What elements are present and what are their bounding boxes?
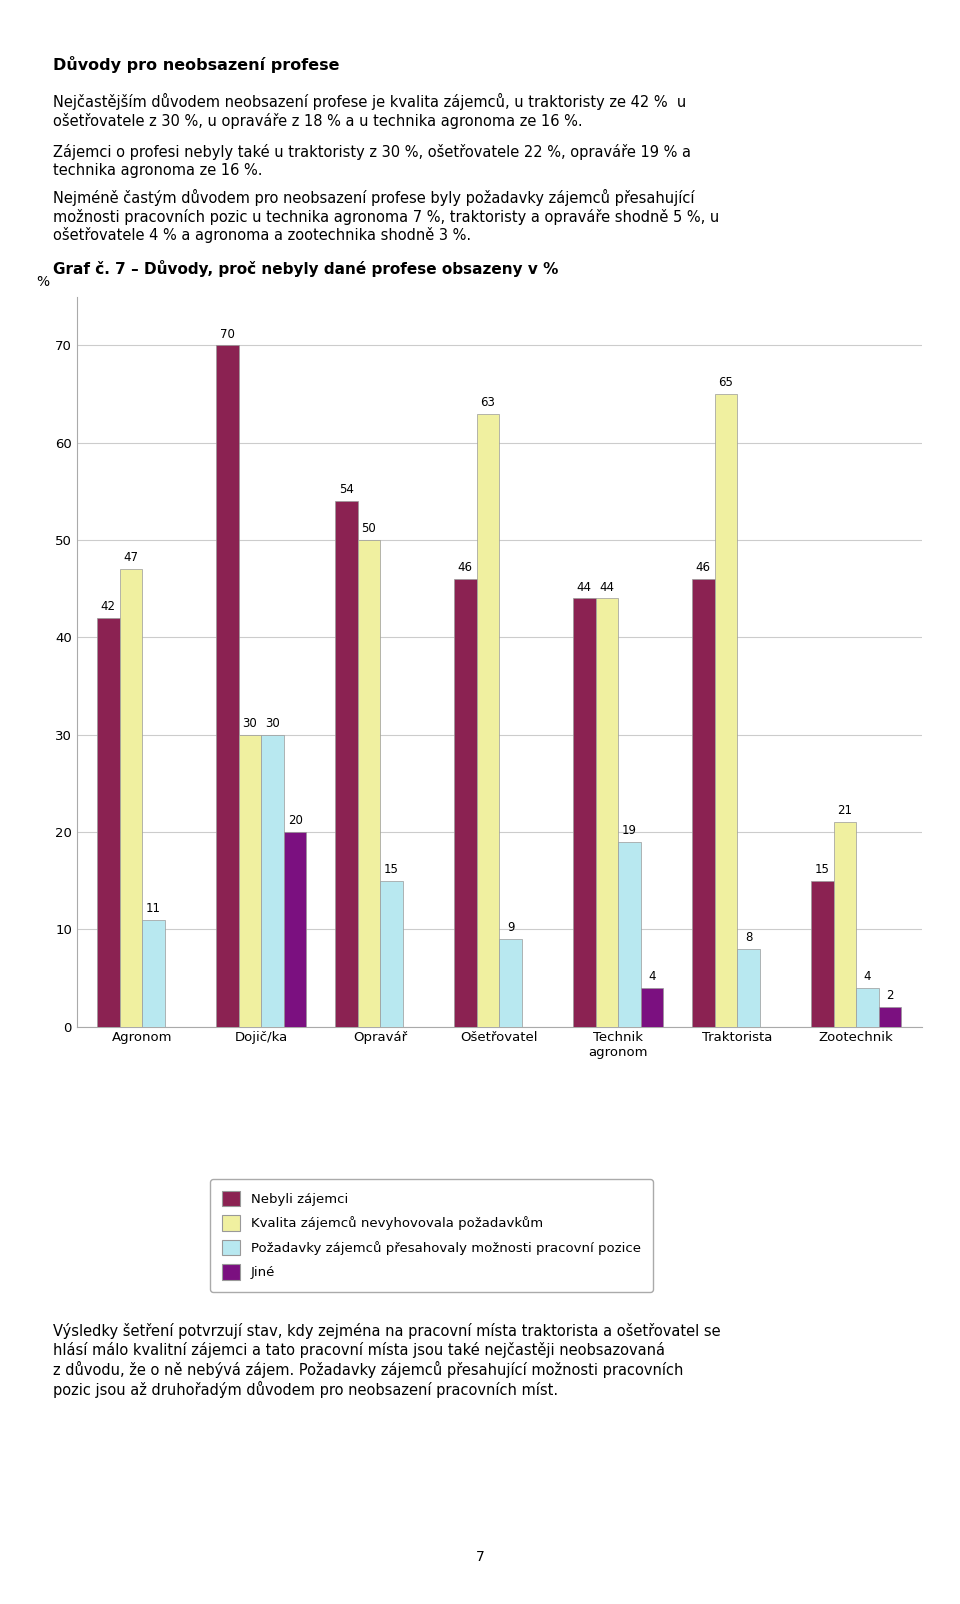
Bar xyxy=(239,735,261,1027)
Bar xyxy=(380,881,403,1027)
Bar xyxy=(261,735,284,1027)
Text: 70: 70 xyxy=(220,327,235,340)
Bar xyxy=(476,414,499,1027)
Text: 20: 20 xyxy=(288,815,302,828)
Text: 15: 15 xyxy=(384,863,399,876)
Text: 4: 4 xyxy=(864,970,872,983)
Bar xyxy=(499,938,522,1027)
Text: 42: 42 xyxy=(101,600,116,613)
Text: 15: 15 xyxy=(815,863,829,876)
Text: 46: 46 xyxy=(458,561,472,574)
Bar xyxy=(618,842,640,1027)
Text: Nejméně častým důvodem pro neobsazení profese byly požadavky zájemců přesahující: Nejméně častým důvodem pro neobsazení pr… xyxy=(53,189,719,244)
Bar xyxy=(573,598,595,1027)
Text: 54: 54 xyxy=(339,483,353,496)
Text: Nejčastějším důvodem neobsazení profese je kvalita zájemců, u traktoristy ze 42 : Nejčastějším důvodem neobsazení profese … xyxy=(53,93,686,128)
Bar xyxy=(454,579,476,1027)
Legend: Nebyli zájemci, Kvalita zájemců nevyhovovala požadavkům, Požadavky zájemců přesa: Nebyli zájemci, Kvalita zájemců nevyhovo… xyxy=(210,1179,653,1291)
Bar xyxy=(692,579,714,1027)
Text: 9: 9 xyxy=(507,921,515,934)
Text: 46: 46 xyxy=(696,561,710,574)
Bar xyxy=(811,881,833,1027)
Bar xyxy=(216,345,239,1027)
Text: 30: 30 xyxy=(243,717,257,730)
Text: 30: 30 xyxy=(265,717,280,730)
Bar xyxy=(142,919,165,1027)
Bar xyxy=(120,569,142,1027)
Y-axis label: %: % xyxy=(36,274,50,289)
Text: 44: 44 xyxy=(577,581,591,593)
Text: 2: 2 xyxy=(886,990,894,1002)
Text: 47: 47 xyxy=(124,552,138,565)
Text: 8: 8 xyxy=(745,930,753,943)
Bar xyxy=(737,948,759,1027)
Bar xyxy=(335,500,358,1027)
Text: 65: 65 xyxy=(718,377,733,390)
Text: 7: 7 xyxy=(475,1549,485,1564)
Text: Graf č. 7 – Důvody, proč nebyly dané profese obsazeny v %: Graf č. 7 – Důvody, proč nebyly dané pro… xyxy=(53,260,558,277)
Text: 4: 4 xyxy=(648,970,656,983)
Text: 50: 50 xyxy=(362,523,376,536)
Text: 44: 44 xyxy=(599,581,614,593)
Bar xyxy=(284,832,306,1027)
Bar xyxy=(640,988,663,1027)
Bar xyxy=(358,541,380,1027)
Bar xyxy=(833,823,856,1027)
Text: 63: 63 xyxy=(480,396,495,409)
Bar xyxy=(714,395,737,1027)
Text: Výsledky šetření potvrzují stav, kdy zejména na pracovní místa traktorista a oše: Výsledky šetření potvrzují stav, kdy zej… xyxy=(53,1323,720,1397)
Text: 21: 21 xyxy=(837,804,852,818)
Bar xyxy=(595,598,618,1027)
Text: Důvody pro neobsazení profese: Důvody pro neobsazení profese xyxy=(53,56,339,74)
Bar xyxy=(856,988,878,1027)
Text: 19: 19 xyxy=(622,824,637,837)
Text: Zájemci o profesi nebyly také u traktoristy z 30 %, ošetřovatele 22 %, opraváře : Zájemci o profesi nebyly také u traktori… xyxy=(53,144,691,178)
Bar xyxy=(878,1007,901,1027)
Bar xyxy=(97,618,120,1027)
Text: 11: 11 xyxy=(146,901,161,914)
